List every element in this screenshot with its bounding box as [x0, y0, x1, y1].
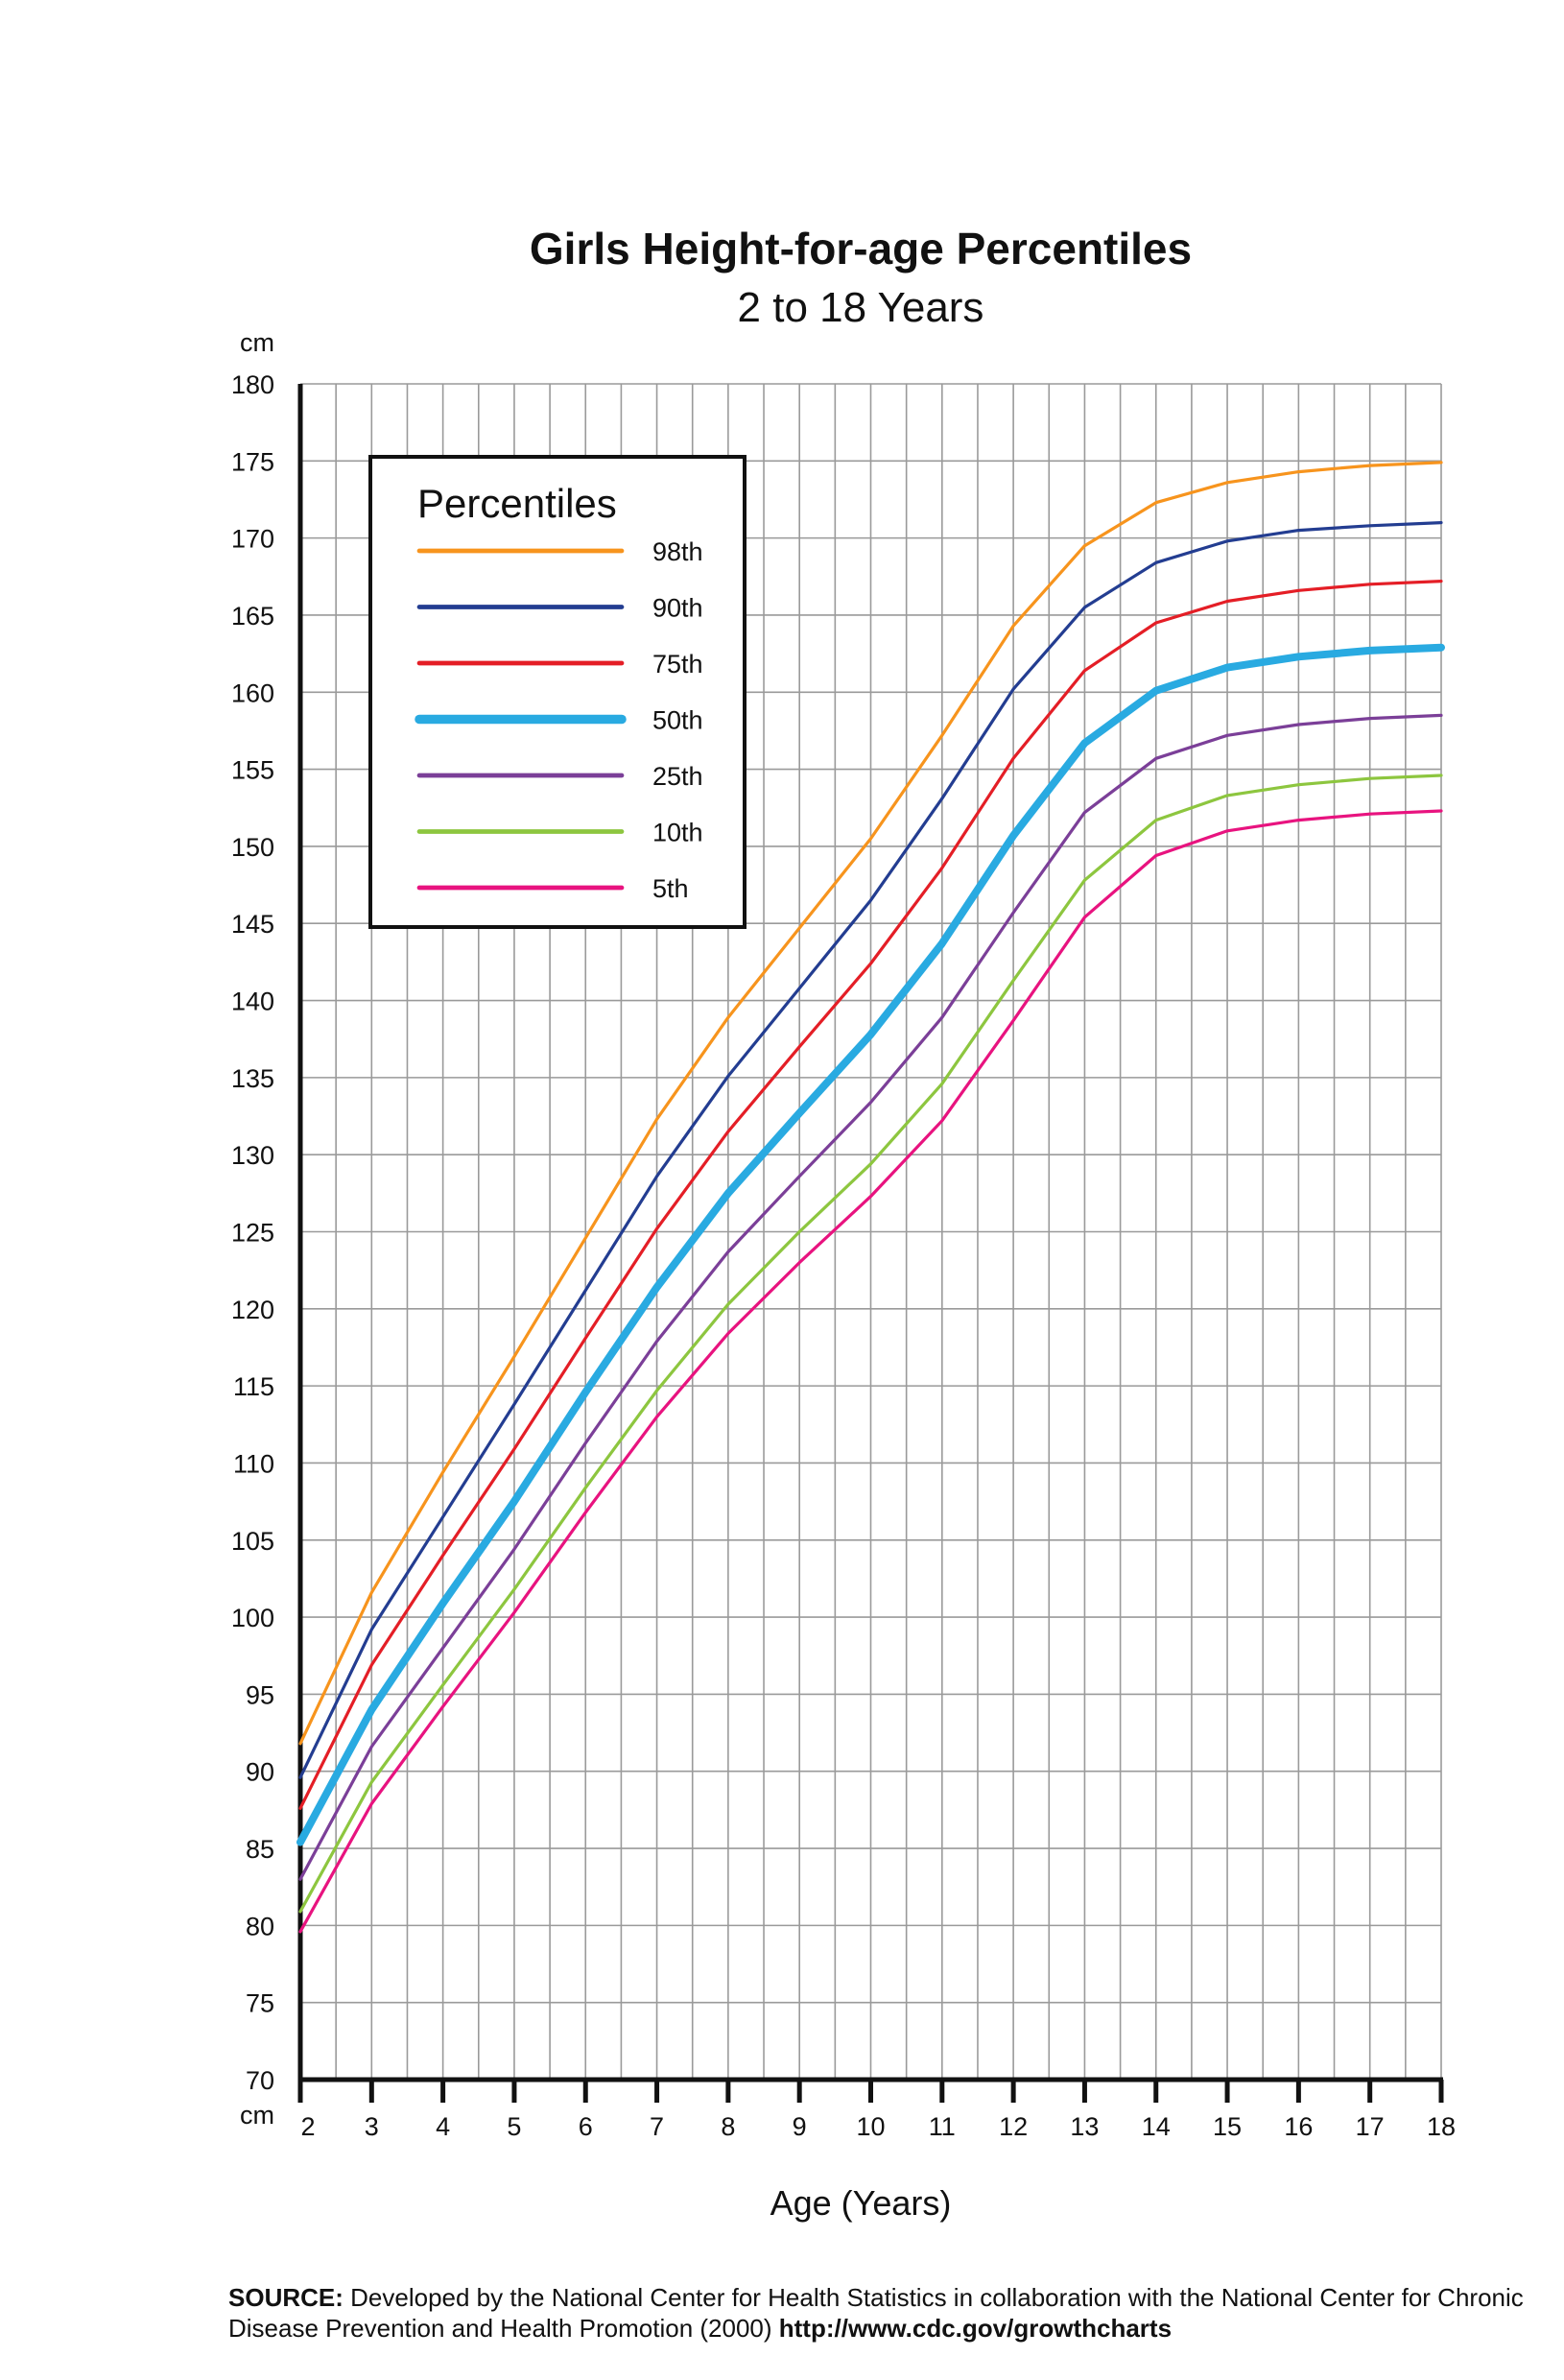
- x-tick-label: 3: [365, 2112, 379, 2141]
- x-tick-label: 7: [650, 2112, 664, 2141]
- legend-box: [368, 455, 746, 929]
- y-tick-label: 100: [231, 1604, 274, 1632]
- y-tick-label: 75: [246, 1989, 274, 2018]
- chart-subtitle: 2 to 18 Years: [737, 284, 984, 331]
- legend-label-5th: 5th: [652, 874, 689, 903]
- source-url[interactable]: http://www.cdc.gov/growthcharts: [778, 2314, 1173, 2343]
- x-tick-label: 18: [1427, 2112, 1456, 2141]
- y-tick-label: 155: [231, 756, 274, 785]
- x-tick-label: 12: [999, 2112, 1028, 2141]
- legend-label-75th: 75th: [652, 650, 703, 678]
- x-tick-label: 17: [1356, 2112, 1385, 2141]
- x-tick-label: 4: [436, 2112, 450, 2141]
- y-tick-label: 80: [246, 1912, 274, 1940]
- x-tick-label: 10: [856, 2112, 885, 2141]
- y-tick-label: 145: [231, 910, 274, 939]
- y-tick-label: 160: [231, 678, 274, 707]
- series-line-75th: [298, 579, 1443, 1810]
- series-line-5th: [298, 809, 1443, 1934]
- y-tick-label: 95: [246, 1680, 274, 1709]
- x-tick-label: 11: [929, 2112, 956, 2141]
- y-tick-label: 115: [233, 1372, 274, 1401]
- x-tick-label: 13: [1070, 2112, 1099, 2141]
- y-tick-label: 150: [231, 833, 274, 862]
- source-text: Developed by the National Center for Hea…: [228, 2283, 1524, 2343]
- y-tick-label: 175: [231, 447, 274, 476]
- chart-title: Girls Height-for-age Percentiles: [529, 224, 1193, 274]
- y-tick-label: 165: [231, 602, 274, 631]
- x-tick-label: 6: [579, 2112, 593, 2141]
- y-unit-label-bottom: cm: [240, 2101, 274, 2130]
- series-line-10th: [298, 774, 1443, 1914]
- legend-label-10th: 10th: [652, 819, 703, 847]
- y-tick-label: 125: [231, 1219, 274, 1248]
- source-label: SOURCE:: [228, 2283, 344, 2312]
- x-tick-label: 16: [1284, 2112, 1313, 2141]
- y-tick-label: 135: [231, 1064, 274, 1093]
- y-tick-label: 180: [231, 370, 274, 399]
- x-tick-label: 9: [793, 2112, 807, 2141]
- x-tick-label: 8: [721, 2112, 735, 2141]
- y-tick-label: 170: [231, 525, 274, 554]
- x-tick-label: 2: [300, 2112, 315, 2141]
- x-tick-label: 15: [1213, 2112, 1242, 2141]
- source-note: SOURCE: Developed by the National Center…: [228, 2282, 1552, 2344]
- x-tick-label: 14: [1142, 2112, 1171, 2141]
- y-tick-label: 110: [233, 1449, 274, 1478]
- legend: Percentiles 98th 90th 75th 50th 25th 10th 5th: [368, 455, 746, 929]
- y-tick-label: 140: [231, 988, 274, 1016]
- y-unit-label-top: cm: [240, 328, 274, 357]
- y-tick-label: 120: [231, 1296, 274, 1324]
- series-lines: [296, 461, 1445, 1934]
- series-line-25th: [298, 713, 1443, 1881]
- x-axis-title: Age (Years): [770, 2183, 952, 2223]
- legend-title: Percentiles: [417, 481, 617, 526]
- y-tick-label: 105: [231, 1527, 274, 1556]
- y-tick-label: 90: [246, 1758, 274, 1787]
- series-line-98th: [298, 461, 1443, 1746]
- legend-label-98th: 98th: [652, 537, 703, 566]
- y-tick-label: 130: [231, 1141, 274, 1170]
- y-tick-label: 85: [246, 1835, 274, 1864]
- legend-label-50th: 50th: [652, 706, 703, 735]
- y-tick-label: 70: [246, 2066, 274, 2095]
- series-line-90th: [298, 520, 1443, 1779]
- legend-label-25th: 25th: [652, 762, 703, 791]
- series-line-50th: [296, 643, 1445, 1846]
- x-tick-label: 5: [507, 2112, 521, 2141]
- legend-label-90th: 90th: [652, 594, 703, 623]
